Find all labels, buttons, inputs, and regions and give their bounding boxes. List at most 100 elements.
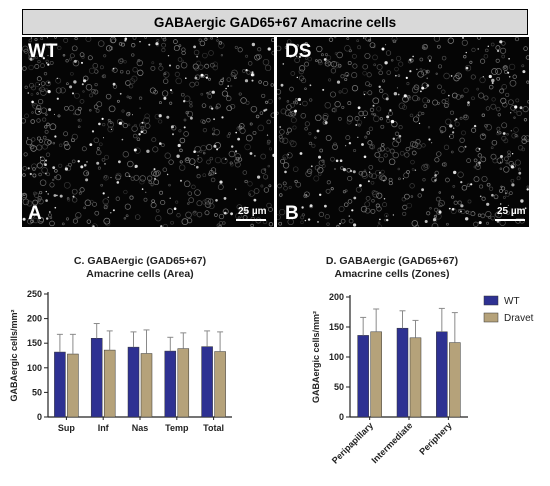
bright-cell <box>246 211 249 214</box>
cell-outline <box>175 65 180 69</box>
cell-outline <box>401 197 406 202</box>
bright-cell <box>227 95 229 97</box>
bright-cell <box>227 85 229 87</box>
bright-cell <box>59 194 63 198</box>
cell-outline <box>290 71 296 76</box>
bright-cell <box>294 109 297 113</box>
bright-cell <box>500 161 502 163</box>
bright-cell <box>339 159 343 162</box>
cell-outline <box>481 175 488 183</box>
cell-outline <box>40 63 45 68</box>
bright-cell <box>56 97 59 100</box>
bright-cell <box>424 220 428 223</box>
bright-cell <box>54 135 57 138</box>
cell-outline <box>250 223 254 227</box>
cell-outline <box>341 87 348 94</box>
cell-outline <box>317 59 322 64</box>
cell-outline <box>36 104 42 110</box>
bright-cell <box>434 179 437 182</box>
bright-cell <box>386 218 389 222</box>
cell-outline <box>46 122 50 127</box>
cell-outline <box>314 165 321 171</box>
cell-outline <box>514 134 518 138</box>
cell-outline <box>22 45 29 52</box>
bright-cell <box>455 118 458 121</box>
cell-outline <box>218 41 223 45</box>
cell-outline <box>503 65 507 69</box>
cell-outline <box>71 45 78 52</box>
cell-outline <box>434 207 439 212</box>
cell-outline <box>459 137 465 143</box>
cell-outline <box>411 220 419 227</box>
cell-outline <box>130 176 135 181</box>
cell-outline <box>81 55 85 59</box>
bright-cell <box>299 103 301 105</box>
bright-cell <box>372 104 375 107</box>
cell-outline <box>221 90 228 97</box>
cell-outline <box>70 71 74 76</box>
cell-outline <box>443 144 450 150</box>
cell-outline <box>406 202 412 209</box>
cell-outline <box>502 102 508 108</box>
cell-outline <box>457 171 464 178</box>
cell-outline <box>107 118 111 122</box>
cell-outline <box>267 98 273 104</box>
cell-outline <box>162 167 168 172</box>
y-tick-label: 150 <box>329 322 344 332</box>
cell-outline <box>464 64 472 72</box>
cell-outline <box>368 126 374 131</box>
cell-outline <box>477 213 482 217</box>
bright-cell <box>180 179 182 182</box>
bright-cell <box>353 223 357 227</box>
cell-outline <box>377 221 381 224</box>
cell-outline <box>412 94 419 102</box>
cell-outline <box>289 139 295 145</box>
cell-outline <box>162 37 167 42</box>
cell-outline <box>204 198 212 205</box>
cell-outline <box>451 195 455 199</box>
bright-cell <box>91 130 95 133</box>
bright-cell <box>56 77 58 79</box>
bright-cell <box>133 148 137 152</box>
bright-cell <box>54 206 57 209</box>
cell-outline <box>521 138 527 144</box>
cell-outline <box>85 37 92 42</box>
cell-outline <box>336 51 343 59</box>
cell-outline <box>123 189 128 195</box>
cell-outline <box>244 179 248 184</box>
cell-outline <box>49 216 53 219</box>
cell-outline <box>128 84 134 89</box>
cell-outline <box>277 214 281 221</box>
cell-outline <box>316 45 323 53</box>
cell-outline <box>423 163 430 170</box>
cell-outline <box>470 211 476 217</box>
cell-outline <box>186 217 193 224</box>
cell-outline <box>388 111 393 116</box>
cell-outline <box>391 120 398 128</box>
cell-outline <box>268 184 272 188</box>
cell-outline <box>149 87 156 94</box>
cell-outline <box>228 132 231 135</box>
cell-outline <box>181 218 189 225</box>
scale-bar-label-a: 25 µm <box>238 206 267 217</box>
cell-outline <box>45 80 51 87</box>
bright-cell <box>379 172 381 174</box>
cell-outline <box>102 122 106 127</box>
cell-outline <box>83 206 87 210</box>
cell-outline <box>298 68 304 75</box>
panel-letter-a: A <box>28 203 42 224</box>
cell-outline <box>31 137 36 142</box>
cell-outline <box>386 118 391 123</box>
cell-outline <box>379 117 383 121</box>
bright-cell <box>339 222 341 225</box>
cell-outline <box>244 143 251 151</box>
bright-cell <box>245 69 248 72</box>
cell-outline <box>209 156 214 161</box>
cell-outline <box>330 68 337 74</box>
cell-outline <box>43 72 48 76</box>
y-axis-label: GABAergic cells/mm² <box>9 309 19 401</box>
bright-cell <box>30 37 32 39</box>
cell-outline <box>72 218 78 224</box>
cell-outline <box>55 174 62 181</box>
bright-cell <box>420 90 422 93</box>
